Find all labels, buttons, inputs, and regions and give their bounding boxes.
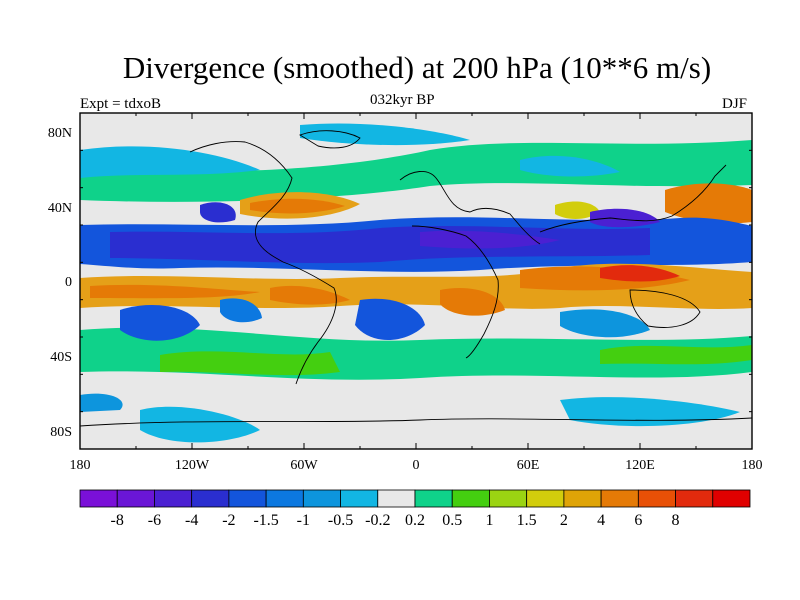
lon-tick-label: 60W (290, 458, 318, 473)
colorbar-label: 1 (485, 512, 493, 529)
colorbar-box (79, 489, 118, 508)
colorbar-label: -4 (185, 512, 198, 529)
latitude-axis: 80N 40N 0 40S 80S (48, 126, 72, 440)
colorbar-label: -1.5 (253, 512, 278, 529)
figure-title: Divergence (smoothed) at 200 hPa (10**6 … (122, 50, 712, 85)
colorbar-box (712, 489, 751, 508)
colorbar-box (340, 489, 379, 508)
colorbar-box (563, 489, 602, 508)
colorbar-box (228, 489, 267, 508)
lon-tick-label: 180 (70, 458, 91, 473)
colorbar-box (154, 489, 193, 508)
colorbar-box (451, 489, 490, 508)
coastlines (80, 130, 752, 427)
period-label: 032kyr BP (370, 92, 435, 108)
colorbar-box (265, 489, 304, 508)
colorbar-label: 6 (634, 512, 642, 529)
colorbar-label: 8 (672, 512, 680, 529)
axis-ticks (79, 112, 753, 450)
lon-tick-label: 60E (517, 458, 540, 473)
colorbar-box (600, 489, 639, 508)
colorbar-labels: -8 -6 -4 -2 -1.5 -1 -0.5 -0.2 0.2 0.5 1 1.5 2 4 6 8 (111, 512, 680, 529)
colorbar-box (302, 489, 341, 508)
lat-tick-label: 0 (65, 275, 72, 290)
lat-tick-label: 80S (50, 425, 72, 440)
lon-tick-label: 120E (625, 458, 655, 473)
colorbar-box (377, 489, 416, 508)
colorbar-label: 0.5 (442, 512, 462, 529)
colorbar-box (414, 489, 453, 508)
season-label: DJF (722, 96, 748, 112)
divergence-field (80, 113, 752, 449)
colorbar-box (191, 489, 230, 508)
lon-tick-label: 120W (175, 458, 210, 473)
experiment-label: Expt = tdxoB (80, 96, 161, 112)
colorbar-box (526, 489, 565, 508)
colorbar-label: -1 (297, 512, 310, 529)
colorbar-box (116, 489, 155, 508)
lon-tick-label: 0 (413, 458, 420, 473)
lat-tick-label: 80N (48, 126, 72, 141)
colorbar (79, 489, 751, 508)
colorbar-label: 4 (597, 512, 605, 529)
colorbar-box (489, 489, 528, 508)
colorbar-label: -0.2 (365, 512, 390, 529)
colorbar-label: 2 (560, 512, 568, 529)
longitude-axis: 180 120W 60W 0 60E 120E 180 (70, 458, 763, 473)
colorbar-label: 0.2 (405, 512, 425, 529)
colorbar-label: 1.5 (517, 512, 537, 529)
colorbar-label: -0.5 (328, 512, 353, 529)
lat-tick-label: 40N (48, 201, 72, 216)
colorbar-label: -6 (148, 512, 161, 529)
colorbar-box (637, 489, 676, 508)
colorbar-box (675, 489, 714, 508)
lat-tick-label: 40S (50, 350, 72, 365)
lon-tick-label: 180 (742, 458, 763, 473)
colorbar-label: -8 (111, 512, 124, 529)
colorbar-label: -2 (222, 512, 235, 529)
